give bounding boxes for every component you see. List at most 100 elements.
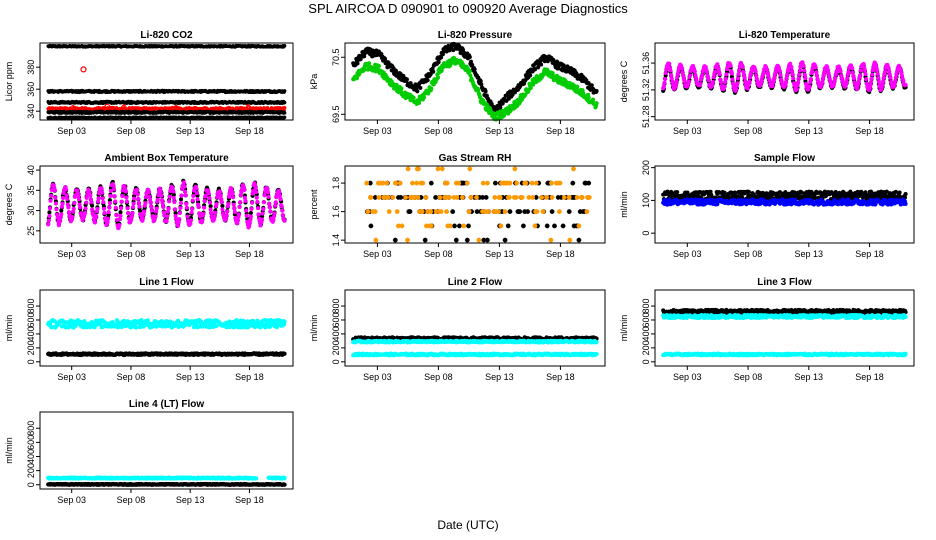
panel-3-point xyxy=(661,84,666,89)
panel-2-point xyxy=(367,61,372,66)
panel-4-point xyxy=(92,220,98,225)
panel-4-point xyxy=(177,217,182,222)
panel-3-point xyxy=(785,72,790,78)
panel-5-point xyxy=(483,194,489,200)
panel-3-point xyxy=(893,78,898,83)
panel-4-xtick-label: Sep 03 xyxy=(57,249,86,259)
panel-2-title: Li-820 Pressure xyxy=(438,30,513,41)
panel-4-ylabel: degrees C xyxy=(4,183,14,225)
panel-4-point xyxy=(60,201,65,206)
panel-4-point xyxy=(171,195,176,201)
panel-4-ytick-label: 40 xyxy=(26,165,36,175)
panel-4-point xyxy=(282,218,287,223)
panel-3-point xyxy=(791,76,796,81)
panel-4-point xyxy=(114,213,119,218)
panel-2-point xyxy=(355,61,360,66)
panel-4-point xyxy=(278,197,283,202)
panel-3-point xyxy=(807,84,812,89)
panel-2-point xyxy=(483,89,488,94)
panel-4-point xyxy=(172,207,178,212)
panel-4-point xyxy=(194,186,199,191)
panel-4-point xyxy=(99,186,104,191)
panel-3-point xyxy=(863,71,868,77)
panel-4-point xyxy=(238,200,243,205)
panel-2-point xyxy=(586,95,591,100)
panel-4-point xyxy=(184,201,189,206)
panel-3-point xyxy=(808,76,813,82)
panel-3-point xyxy=(820,79,825,84)
panel-1-xtick-label: Sep 08 xyxy=(117,126,146,136)
panel-4-point xyxy=(101,206,106,211)
panel-4-point xyxy=(148,200,153,205)
panel-5-point xyxy=(422,237,428,243)
panel-3-point xyxy=(766,73,771,78)
panel-4-point xyxy=(248,210,253,216)
panel-3-point xyxy=(861,61,866,67)
panel-1-marks xyxy=(46,43,287,121)
panel-3-point xyxy=(712,69,717,74)
panel-4-point xyxy=(46,222,51,227)
panel-3-point xyxy=(874,68,880,73)
panel-4-xtick-label: Sep 18 xyxy=(235,249,264,259)
panel-4-point xyxy=(95,206,100,211)
panel-2-xtick-label: Sep 18 xyxy=(546,126,575,136)
panel-3-point xyxy=(717,72,722,77)
panel-4-point xyxy=(112,194,117,199)
panel-4-point xyxy=(172,200,177,205)
panel-3-point xyxy=(681,73,686,78)
panel-3-point xyxy=(833,75,838,81)
panel-3-xtick-label: Sep 03 xyxy=(673,126,702,136)
panel-2-point xyxy=(574,84,580,89)
panel-4-point xyxy=(280,208,285,213)
panel-4-point xyxy=(177,211,182,216)
panel-4-point xyxy=(130,211,135,216)
panel-3-xtick-label: Sep 08 xyxy=(734,126,763,136)
panel-5-point xyxy=(428,180,434,186)
panel-3-point xyxy=(845,76,850,81)
panel-3-point xyxy=(662,80,667,85)
panel-4-point xyxy=(165,214,170,219)
panel-5-point xyxy=(407,209,413,215)
panel-3-point xyxy=(747,75,753,80)
panel-3-point xyxy=(674,79,679,84)
panel-3-point xyxy=(761,70,766,75)
panel-4-point xyxy=(183,189,188,194)
panel-1-point xyxy=(282,115,287,120)
panel-4-point xyxy=(167,199,172,204)
panel-5-point xyxy=(453,237,459,243)
panel-4-point xyxy=(137,204,142,209)
panel-3-point xyxy=(846,69,851,74)
panel-1-point xyxy=(282,43,287,48)
panel-1-xtick-label: Sep 18 xyxy=(235,126,264,136)
panel-4-point xyxy=(107,201,112,206)
panel-4-point xyxy=(225,209,230,214)
panel-1-xtick-label: Sep 13 xyxy=(176,126,205,136)
panel-2-point xyxy=(421,95,427,100)
panel-3-point xyxy=(789,64,794,70)
panel-4-point xyxy=(54,207,59,212)
panel-3-point xyxy=(692,69,697,74)
panel-3-point xyxy=(857,73,863,78)
panel-4-point xyxy=(244,208,249,213)
panel-4-point xyxy=(78,205,83,210)
panel-5-point xyxy=(368,223,374,229)
panel-3-point xyxy=(767,78,772,83)
panel-3-point xyxy=(777,69,782,74)
panel-4-point xyxy=(140,216,146,221)
panel-3-xtick-label: Sep 13 xyxy=(795,126,824,136)
panel-4-point xyxy=(82,210,88,216)
panel-2-point xyxy=(467,69,472,74)
panel-4-point xyxy=(202,205,207,210)
panel-4-point xyxy=(47,214,52,219)
panel-4-point xyxy=(119,199,124,204)
panel-4-series-box-magenta xyxy=(46,180,287,231)
panel-4-point xyxy=(242,187,247,192)
panel-4-point xyxy=(207,200,213,205)
panel-4-point xyxy=(185,214,190,219)
panel-4-point xyxy=(206,191,211,196)
panel-4-point xyxy=(201,211,206,216)
panel-4-point xyxy=(279,204,284,209)
panel-1-ylabel: Licor ppm xyxy=(4,62,14,102)
panel-3-point xyxy=(813,65,818,70)
